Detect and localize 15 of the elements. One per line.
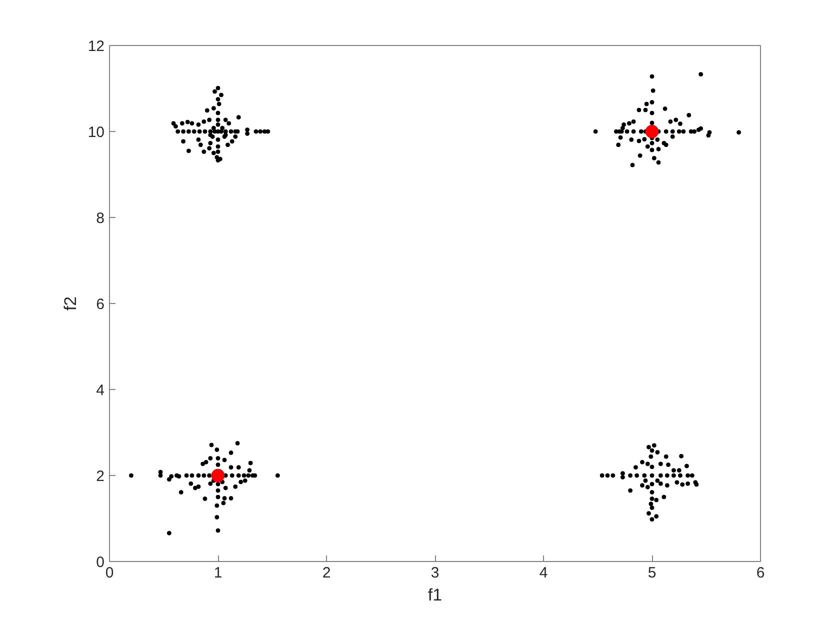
x-tick-label: 2 [322, 564, 331, 582]
y-tick-label: 10 [88, 124, 105, 141]
x-axis-title: f1 [428, 586, 442, 604]
y-axis-title: f2 [60, 296, 80, 311]
x-tick-label: 4 [539, 564, 548, 582]
x-tick-label: 5 [648, 564, 656, 582]
y-tick-label: 6 [96, 296, 104, 313]
x-tick-label: 3 [430, 564, 440, 582]
y-tick-label: 2 [96, 468, 104, 485]
x-tick-label: 6 [756, 564, 765, 582]
y-tick-label: 12 [88, 38, 105, 55]
x-tick-label: 1 [214, 564, 222, 582]
y-tick-label: 0 [96, 554, 104, 571]
y-tick-label: 8 [96, 210, 104, 227]
y-tick-label: 4 [96, 382, 104, 399]
